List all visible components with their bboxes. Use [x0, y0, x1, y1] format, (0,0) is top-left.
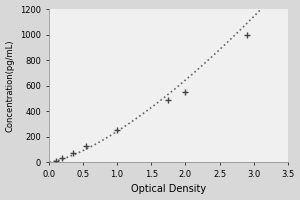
X-axis label: Optical Density: Optical Density — [131, 184, 206, 194]
Y-axis label: Concentration(pg/mL): Concentration(pg/mL) — [6, 39, 15, 132]
